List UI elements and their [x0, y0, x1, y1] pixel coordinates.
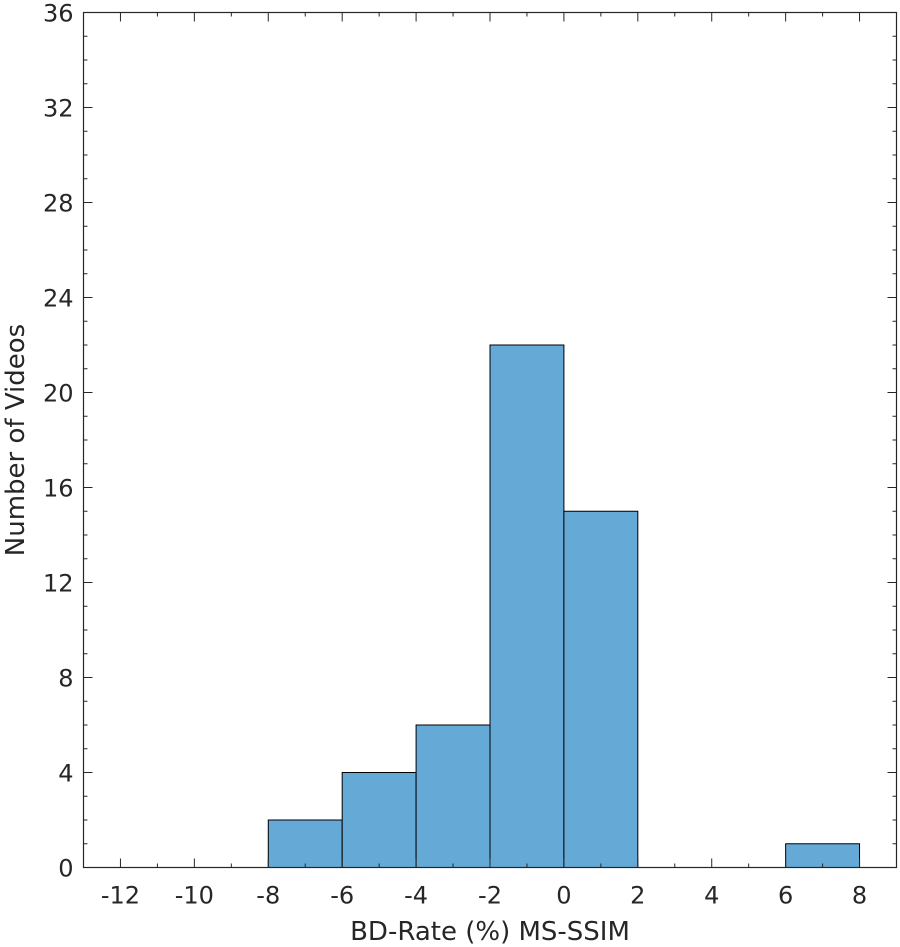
y-tick-label: 0 — [58, 855, 73, 883]
y-tick-labels: 0 4 8 12 16 20 24 28 32 36 — [43, 0, 74, 883]
y-tick-label: 4 — [58, 760, 73, 788]
x-tick-label: -2 — [478, 882, 502, 910]
x-axis-label: BD-Rate (%) MS-SSIM — [350, 917, 630, 947]
histogram-bar-4 — [563, 510, 639, 868]
x-tick-label: -6 — [330, 882, 354, 910]
plot-frame — [82, 11, 898, 869]
x-tick-label: -12 — [101, 882, 140, 910]
histogram-bar-0 — [267, 819, 343, 868]
y-tick-label: 8 — [58, 665, 73, 693]
bars-group — [267, 344, 861, 868]
y-tick-label: 32 — [43, 95, 74, 123]
x-tick-label: -10 — [175, 882, 214, 910]
y-tick-label: 12 — [43, 570, 74, 598]
histogram-bar-3 — [489, 344, 565, 868]
x-tick-label: -4 — [404, 882, 428, 910]
x-tick-label: 8 — [852, 882, 867, 910]
x-tick-labels: -12 -10 -8 -6 -4 -2 0 2 4 6 8 — [101, 882, 867, 910]
y-tick-label: 24 — [43, 285, 74, 313]
x-tick-label: -8 — [256, 882, 280, 910]
y-tick-label: 20 — [43, 380, 74, 408]
x-tick-label: 0 — [556, 882, 571, 910]
y-tick-label: 28 — [43, 190, 74, 218]
ticks-group — [83, 12, 897, 868]
x-tick-label: 6 — [778, 882, 793, 910]
histogram-bar-2 — [415, 724, 491, 868]
x-tick-label: 2 — [630, 882, 645, 910]
y-tick-label: 16 — [43, 475, 74, 503]
y-axis-label: Number of Videos — [1, 324, 31, 556]
x-tick-label: 4 — [704, 882, 719, 910]
y-tick-label: 36 — [43, 0, 74, 28]
histogram-bar-1 — [341, 772, 417, 868]
